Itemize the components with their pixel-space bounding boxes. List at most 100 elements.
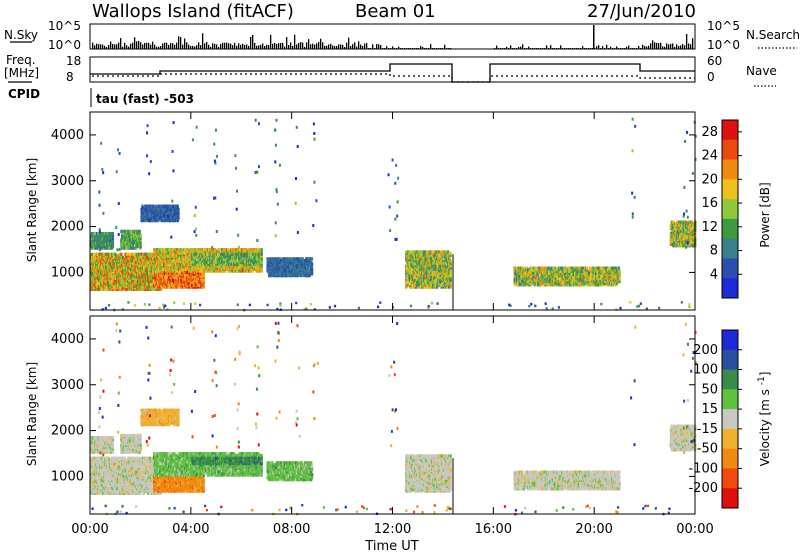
nsky-bar xyxy=(574,48,575,49)
nsky-bar xyxy=(256,46,257,49)
nsky-bar xyxy=(552,48,553,49)
data-cell xyxy=(261,248,263,251)
nsky-bar xyxy=(226,43,227,49)
nsky-bar xyxy=(352,44,353,49)
nsky-bar xyxy=(526,48,527,49)
nsky-bar xyxy=(330,44,331,49)
nave-line xyxy=(92,74,695,82)
nsky-bar xyxy=(180,37,181,49)
nsearch-tick-top: 10^5 xyxy=(707,19,740,33)
nsky-bar xyxy=(572,48,573,49)
nsky-bar xyxy=(248,46,249,49)
cpid-row: CPID tau (fast) -503 xyxy=(8,87,194,107)
nsky-bar xyxy=(178,36,179,49)
nsky-bar xyxy=(182,45,183,49)
nsky-bar xyxy=(588,48,589,49)
nsky-bar xyxy=(408,48,409,49)
nsky-bar xyxy=(650,43,651,49)
nsky-bar xyxy=(654,42,655,49)
nsky-bar xyxy=(538,48,539,49)
nsky-bar xyxy=(322,42,323,49)
nsky-bar xyxy=(676,44,677,49)
nsky-bar xyxy=(246,44,247,49)
nsky-panel: N.Sky 10^5 10^0 10^5 10^0 N.Search xyxy=(4,19,800,52)
nsky-bar xyxy=(546,45,547,49)
nsky-bar xyxy=(578,48,579,49)
data-cell xyxy=(140,233,142,236)
nsky-bar xyxy=(280,43,281,49)
nsky-bar xyxy=(102,45,103,49)
nsky-bar xyxy=(344,47,345,49)
nsky-bar xyxy=(690,44,691,49)
nsky-bar xyxy=(190,46,191,49)
nsky-bar xyxy=(568,48,569,49)
power-data xyxy=(90,118,697,312)
nsky-bar xyxy=(662,46,663,49)
nsky-bar xyxy=(260,45,261,49)
nsky-bar xyxy=(200,45,201,49)
nsky-bar xyxy=(112,44,113,49)
nsky-bar xyxy=(306,42,307,49)
data-cell xyxy=(198,274,200,277)
nsky-bar xyxy=(252,35,253,49)
data-cell xyxy=(261,253,263,256)
nsky-bar xyxy=(394,48,395,49)
nsearch-label: N.Search xyxy=(746,28,800,42)
data-cell xyxy=(177,208,179,211)
data-cell xyxy=(140,242,142,245)
nsky-bar xyxy=(564,48,565,49)
nsky-bar xyxy=(276,44,277,49)
freq-line xyxy=(90,64,695,82)
nsky-bar xyxy=(558,48,559,49)
nsky-bar xyxy=(332,46,333,49)
nsky-bar xyxy=(506,47,507,49)
nsky-bar xyxy=(560,45,561,49)
nsky-bar xyxy=(396,48,397,49)
nsky-bar xyxy=(680,45,681,49)
nsky-bar xyxy=(692,38,693,49)
nsky-bar xyxy=(288,45,289,49)
nsky-bar xyxy=(382,48,383,49)
nsky-bar xyxy=(536,48,537,49)
cpid-label: CPID xyxy=(8,87,40,101)
y-tick-label: 1000 xyxy=(51,265,84,280)
nsky-bar xyxy=(132,43,133,49)
nsky-bar xyxy=(500,48,501,49)
nsky-bar xyxy=(600,48,601,49)
nsky-bar xyxy=(372,44,373,49)
nsky-bar xyxy=(216,44,217,49)
nsky-bar xyxy=(228,43,229,49)
nsky-bar xyxy=(622,48,623,49)
nsky-bar xyxy=(544,48,545,49)
nsky-bar xyxy=(406,48,407,49)
nsky-bar xyxy=(628,46,629,49)
nsky-bar xyxy=(282,43,283,49)
nsky-bar xyxy=(384,48,385,49)
nsky-bar xyxy=(524,48,525,49)
nsky-bar xyxy=(604,48,605,49)
nsky-bar xyxy=(432,48,433,49)
nsky-bar xyxy=(118,43,119,49)
nsky-bar xyxy=(146,43,147,49)
nsky-bar xyxy=(158,47,159,49)
nsky-bar xyxy=(144,43,145,49)
nsky-bar xyxy=(508,48,509,49)
nsky-bar xyxy=(570,48,571,49)
nsky-bar xyxy=(154,45,155,49)
nsky-bar xyxy=(110,41,111,49)
nsky-bar xyxy=(388,48,389,49)
nsky-bar xyxy=(222,43,223,49)
nsky-bar xyxy=(550,45,551,49)
nsky-bar xyxy=(194,47,195,49)
nsky-bar xyxy=(644,46,645,49)
nsky-bar xyxy=(192,46,193,49)
nsky-bar xyxy=(122,47,123,49)
nsky-bar xyxy=(530,48,531,49)
nsky-bar xyxy=(494,48,495,49)
nsky-bar xyxy=(338,44,339,49)
nsky-bar xyxy=(324,46,325,49)
nsky-bar xyxy=(262,44,263,49)
nave-label: Nave xyxy=(746,64,777,78)
data-cell xyxy=(112,232,114,235)
